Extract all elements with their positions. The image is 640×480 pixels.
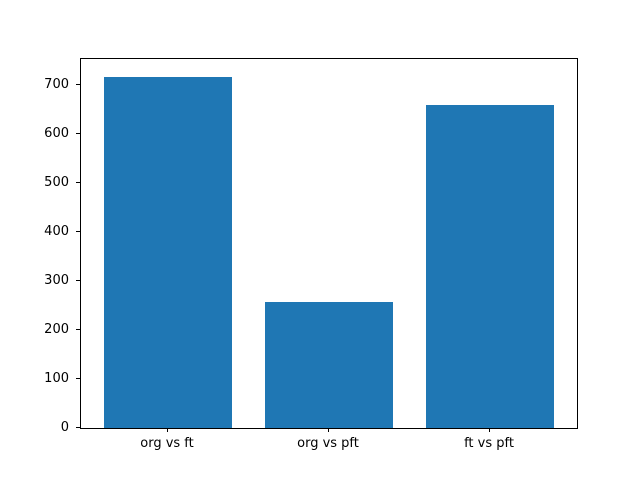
y-tick-label: 400 bbox=[44, 223, 69, 239]
x-tick-label: org vs ft bbox=[140, 436, 194, 451]
x-tick-mark bbox=[489, 428, 490, 432]
x-tick-label: org vs pft bbox=[297, 436, 359, 451]
y-tick-mark bbox=[76, 329, 80, 331]
y-tick-label: 700 bbox=[44, 76, 69, 92]
x-tick-label: ft vs pft bbox=[464, 436, 514, 451]
y-tick-label: 100 bbox=[44, 370, 69, 386]
y-tick-mark bbox=[76, 378, 80, 380]
y-tick-label: 500 bbox=[44, 174, 69, 190]
y-tick-label: 300 bbox=[44, 272, 69, 288]
y-tick-mark bbox=[76, 427, 80, 428]
y-tick-label: 0 bbox=[60, 419, 69, 435]
bar-org-vs-ft bbox=[103, 76, 233, 428]
y-tick-label: 200 bbox=[44, 321, 69, 337]
x-tick-mark bbox=[167, 428, 168, 432]
x-tick-mark bbox=[328, 428, 329, 432]
y-tick-mark bbox=[76, 133, 80, 135]
y-tick-mark bbox=[76, 182, 80, 184]
y-tick-mark bbox=[76, 84, 80, 86]
y-tick-mark bbox=[76, 231, 80, 233]
plot-area bbox=[80, 58, 578, 429]
y-tick-label: 600 bbox=[44, 125, 69, 141]
y-tick-mark bbox=[76, 280, 80, 282]
bar-ft-vs-pft bbox=[425, 105, 555, 428]
bar-org-vs-pft bbox=[264, 302, 394, 428]
